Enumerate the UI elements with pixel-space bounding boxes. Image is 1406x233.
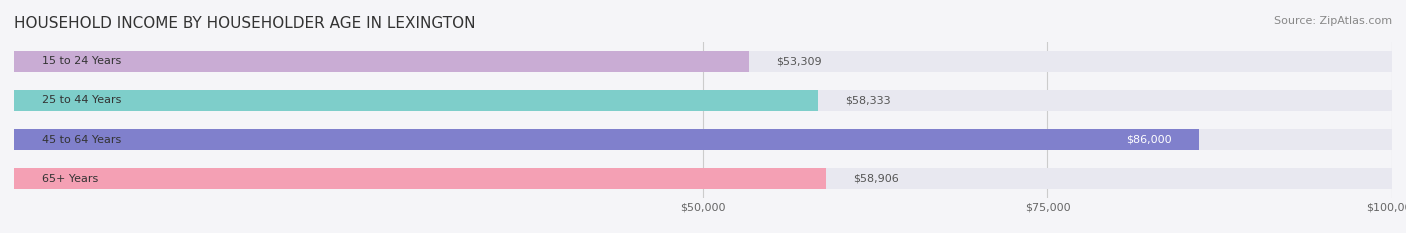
Bar xyxy=(14,168,1392,189)
Text: 65+ Years: 65+ Years xyxy=(42,174,98,184)
Text: 15 to 24 Years: 15 to 24 Years xyxy=(42,56,121,66)
Text: Source: ZipAtlas.com: Source: ZipAtlas.com xyxy=(1274,16,1392,26)
Bar xyxy=(14,90,1392,111)
Bar xyxy=(14,129,1392,150)
Text: HOUSEHOLD INCOME BY HOUSEHOLDER AGE IN LEXINGTON: HOUSEHOLD INCOME BY HOUSEHOLDER AGE IN L… xyxy=(14,16,475,31)
Text: 45 to 64 Years: 45 to 64 Years xyxy=(42,134,121,144)
Bar xyxy=(14,51,748,72)
Bar xyxy=(14,90,818,111)
Text: $58,906: $58,906 xyxy=(853,174,898,184)
Bar xyxy=(14,129,1199,150)
Text: $86,000: $86,000 xyxy=(1126,134,1171,144)
Text: 25 to 44 Years: 25 to 44 Years xyxy=(42,96,121,106)
Bar xyxy=(14,168,825,189)
Text: $58,333: $58,333 xyxy=(845,96,891,106)
Bar xyxy=(14,51,1392,72)
Text: $53,309: $53,309 xyxy=(776,56,821,66)
